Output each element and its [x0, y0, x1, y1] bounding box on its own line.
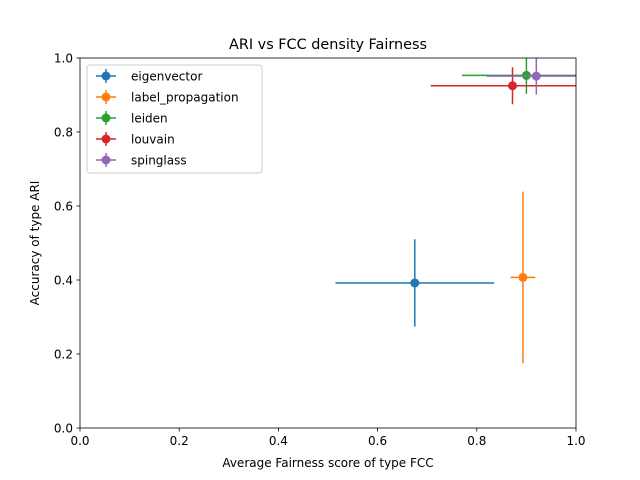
- x-tick-label: 0.2: [170, 434, 189, 448]
- legend-marker: [101, 134, 111, 144]
- legend-marker: [101, 113, 111, 123]
- legend-item-label_propagation: label_propagation: [96, 90, 239, 105]
- legend-item-louvain: louvain: [96, 132, 175, 147]
- x-axis-label: Average Fairness score of type FCC: [222, 456, 433, 470]
- legend-marker: [101, 92, 111, 102]
- y-tick-label: 0.6: [54, 200, 73, 214]
- legend-label: label_propagation: [131, 91, 239, 105]
- x-axis-ticks: 0.0 0.2 0.4 0.6 0.8 1.0: [70, 428, 586, 448]
- y-tick-label: 1.0: [54, 52, 73, 66]
- x-tick-label: 0.0: [70, 434, 89, 448]
- plot-frame: [79, 57, 577, 429]
- legend-item-eigenvector: eigenvector: [96, 69, 202, 84]
- series-louvain: [430, 67, 576, 105]
- legend-item-leiden: leiden: [96, 111, 168, 126]
- legend-label: louvain: [131, 133, 175, 147]
- legend-label: spinglass: [131, 154, 187, 168]
- series-eigenvector: [335, 239, 495, 327]
- legend-label: leiden: [131, 112, 168, 126]
- legend-marker: [101, 155, 111, 165]
- series-label_propagation: [510, 191, 536, 364]
- data-point: [410, 278, 420, 288]
- data-point: [508, 81, 518, 91]
- legend-item-spinglass: spinglass: [96, 153, 187, 168]
- data-series: [335, 58, 576, 364]
- x-tick-label: 0.8: [467, 434, 486, 448]
- data-point: [518, 272, 528, 282]
- legend-box: [86, 64, 263, 174]
- y-axis-ticks: 0.0 0.2 0.4 0.6 0.8 1.0: [54, 52, 80, 436]
- y-tick-label: 0.8: [54, 126, 73, 140]
- legend-label: eigenvector: [131, 70, 202, 84]
- data-point: [531, 71, 541, 81]
- chart-title: ARI vs FCC density Fairness: [229, 37, 427, 53]
- y-tick-label: 0.0: [54, 422, 73, 436]
- series-spinglass: [486, 58, 576, 95]
- legend-marker: [101, 71, 111, 81]
- x-tick-label: 0.4: [269, 434, 288, 448]
- x-tick-label: 1.0: [566, 434, 585, 448]
- y-axis-label: Accuracy of type ARI: [28, 181, 42, 306]
- x-tick-label: 0.6: [368, 434, 387, 448]
- y-tick-label: 0.2: [54, 348, 73, 362]
- y-tick-label: 0.4: [54, 274, 73, 288]
